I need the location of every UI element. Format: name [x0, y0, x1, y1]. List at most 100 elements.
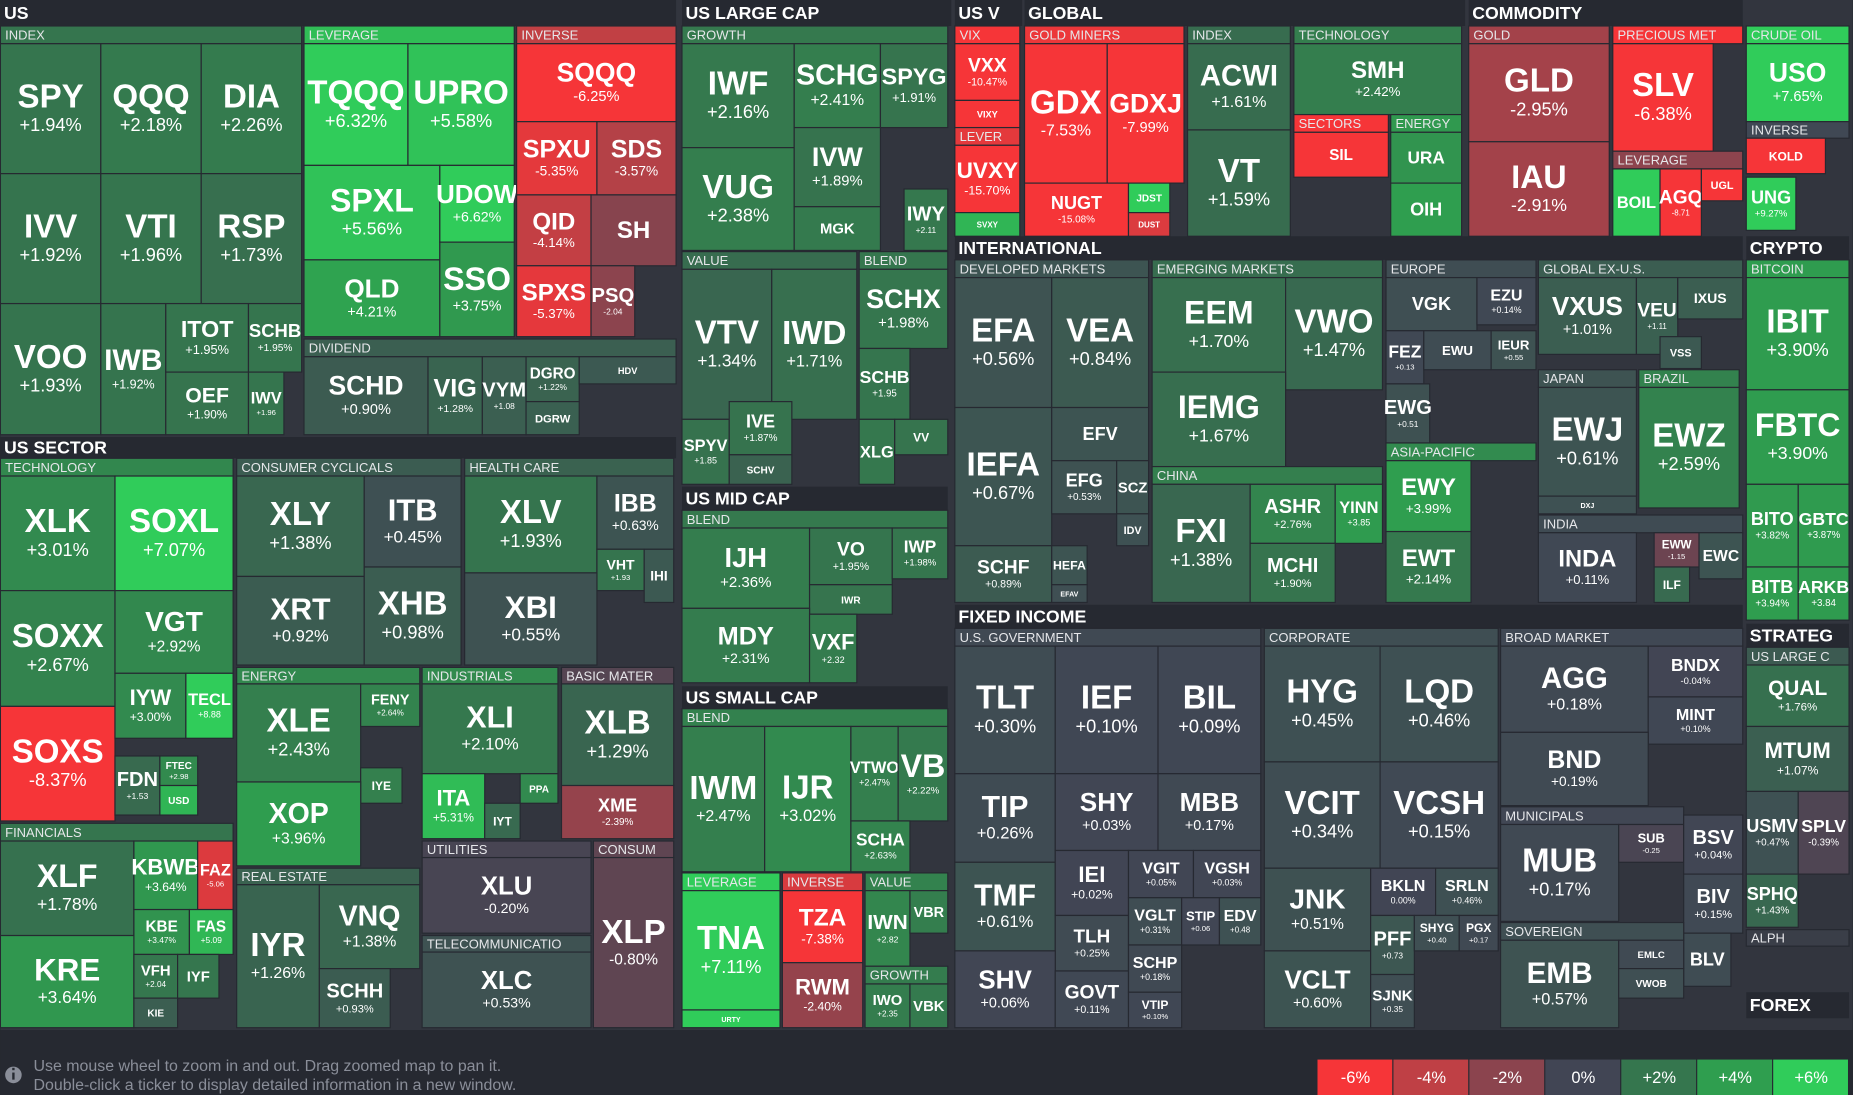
ticker: EZU	[1490, 287, 1522, 305]
ticker: MCHI	[1267, 555, 1318, 577]
tile	[165, 371, 250, 436]
ticker: IWV	[251, 389, 282, 407]
ticker: VEU	[1637, 301, 1676, 322]
ticker: EFA	[971, 312, 1035, 349]
tile	[728, 401, 793, 456]
ticker: VTIP	[1142, 998, 1169, 1012]
tile	[421, 951, 592, 1029]
tile	[481, 356, 527, 436]
ticker: IBIT	[1766, 303, 1828, 340]
change-label: +0.47%	[1755, 838, 1789, 849]
change-label: +0.63%	[612, 518, 659, 533]
tile	[1476, 276, 1537, 326]
tile	[0, 840, 135, 937]
change-label: -6.25%	[573, 89, 619, 105]
ticker: IJR	[782, 770, 834, 807]
ticker: UVXY	[957, 158, 1018, 183]
change-label: +1.93%	[20, 376, 82, 396]
ticker: VBR	[914, 905, 945, 921]
tile	[363, 475, 462, 568]
tile	[954, 406, 1053, 547]
ticker: IWD	[782, 315, 846, 352]
group-title: GLOBAL EX-U.S.	[1543, 261, 1645, 276]
change-label: +3.94%	[1755, 598, 1789, 609]
change-label: +1.28%	[437, 404, 473, 415]
tile	[114, 755, 161, 816]
tile	[681, 527, 811, 609]
change-label: -10.47%	[968, 77, 1008, 89]
tile	[363, 566, 462, 666]
ticker: EFG	[1066, 471, 1103, 491]
group-strip	[1745, 929, 1850, 947]
tile	[681, 607, 811, 684]
change-label: +0.17%	[1529, 879, 1591, 899]
group-title: EMERGING MARKETS	[1157, 261, 1294, 276]
ticker: EWY	[1401, 474, 1456, 501]
change-label: +2.11	[916, 225, 937, 235]
change-label: +1.92%	[112, 378, 155, 392]
change-label: +2.35	[877, 1010, 898, 1019]
ticker: ARKB	[1798, 577, 1849, 597]
ticker: IWP	[904, 537, 937, 557]
tile	[1054, 914, 1130, 972]
tile	[1116, 460, 1150, 515]
tile	[1745, 725, 1850, 793]
section-title: CRYPTO	[1750, 238, 1823, 258]
ticker: EFV	[1083, 424, 1118, 444]
ticker: URA	[1407, 147, 1444, 167]
change-label: +0.05%	[1146, 878, 1176, 888]
ticker: SCHP	[1133, 954, 1178, 972]
tile	[681, 147, 795, 252]
tile	[0, 590, 116, 707]
ticker: TZA	[799, 905, 847, 932]
tile	[1157, 645, 1262, 775]
change-label: +0.10%	[1076, 716, 1138, 736]
ticker: IWR	[841, 595, 861, 606]
tile	[1054, 849, 1130, 917]
change-label: +0.73	[1382, 950, 1404, 960]
change-label: +1.95%	[185, 342, 229, 357]
tile	[1390, 131, 1463, 184]
ticker: SCHD	[328, 371, 403, 401]
ticker: ITOT	[181, 316, 234, 342]
ticker: SCHV	[747, 465, 775, 476]
tile	[954, 99, 1021, 129]
change-label: +2.04	[145, 980, 166, 989]
tile	[1051, 460, 1118, 515]
ticker: SOXX	[12, 618, 104, 655]
ticker: TLH	[1074, 925, 1111, 946]
tile	[1334, 483, 1384, 544]
change-label: +0.34%	[1291, 822, 1353, 842]
legend-label: +2%	[1643, 1068, 1677, 1087]
legend-swatch	[1697, 1059, 1773, 1095]
tile	[1051, 276, 1150, 409]
group-title: LEVERAGE	[309, 27, 379, 42]
change-label: +2.26%	[220, 115, 282, 135]
change-label: +0.46%	[1452, 895, 1482, 905]
tile	[516, 265, 592, 338]
tile	[1370, 973, 1415, 1029]
tile	[159, 755, 199, 787]
change-label: +0.51%	[1291, 916, 1344, 933]
tile	[236, 575, 365, 666]
ticker: VIG	[434, 375, 477, 403]
ticker: BNDX	[1671, 655, 1720, 675]
change-label: -5.35%	[535, 164, 578, 179]
change-label: +0.57%	[1532, 990, 1588, 1008]
change-label: +2.47%	[859, 777, 890, 787]
change-label: +0.03%	[1212, 878, 1242, 888]
ticker: SCHH	[326, 980, 383, 1002]
tile	[0, 475, 116, 592]
group-title: EUROPE	[1391, 261, 1446, 276]
ticker: IYW	[130, 685, 172, 710]
ticker: XLG	[860, 443, 894, 461]
tile	[1683, 873, 1744, 934]
tile	[1370, 867, 1437, 917]
change-label: +0.40	[1427, 935, 1446, 944]
change-label: +0.15%	[1694, 909, 1732, 921]
ticker: IWO	[873, 993, 903, 1009]
change-label: +1.98%	[878, 315, 929, 331]
tile	[1181, 897, 1221, 946]
footer-text: Use mouse wheel to zoom in and out. Drag…	[33, 1058, 501, 1075]
